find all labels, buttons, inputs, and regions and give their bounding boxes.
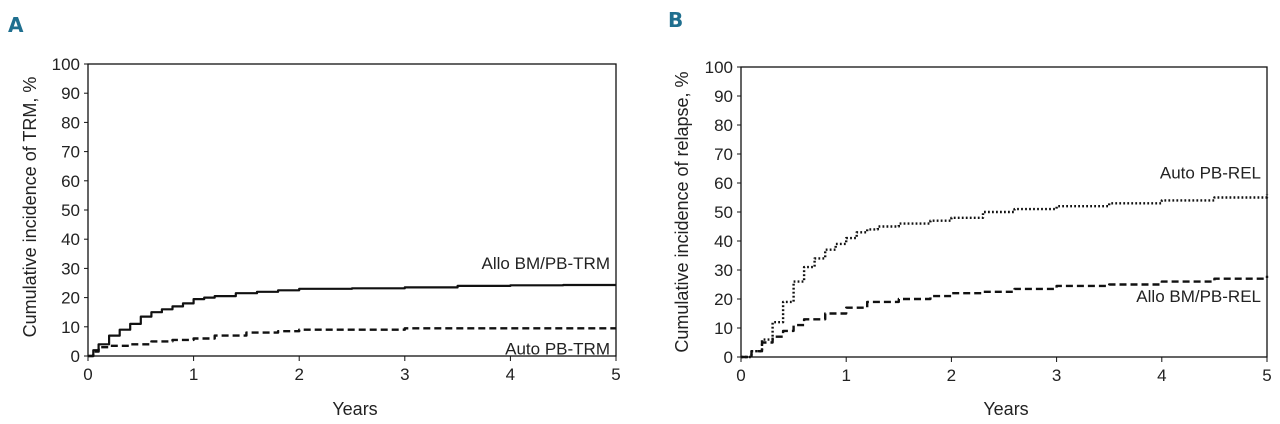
panel-b-x-tick-label: 4: [1157, 366, 1166, 385]
panel-b-y-axis-title: Cumulative incidence of relapse, %: [672, 71, 692, 352]
panel-a-y-tick-label: 50: [61, 201, 80, 220]
panel-a-y-tick-label: 80: [61, 113, 80, 132]
panel-a-series-1-line: [88, 283, 616, 358]
panel-a-x-tick-label: 2: [294, 365, 303, 384]
panel-b-series-2-label: Allo BM/PB-REL: [1136, 287, 1261, 306]
panel-b-x-tick-label: 1: [841, 366, 850, 385]
panel-b-y-tick-label: 10: [714, 319, 733, 338]
panel-b-x-tick-label: 5: [1262, 366, 1271, 385]
panel-a-y-tick-label: 40: [61, 230, 80, 249]
panel-a-letter: A: [8, 13, 24, 37]
panel-b-y-tick-label: 80: [714, 116, 733, 135]
panel-a-x-tick-label: 3: [400, 365, 409, 384]
panel-b-x-tick-label: 3: [1052, 366, 1061, 385]
panel-a-y-tick-label: 10: [61, 318, 80, 337]
panel-a-y-tick-label: 20: [61, 289, 80, 308]
panel-b-x-tick-label: 0: [736, 366, 745, 385]
panel-b-y-tick-label: 0: [724, 348, 733, 367]
panel-a-series-2-label: Auto PB-TRM: [505, 339, 610, 358]
panel-b-x-tick-label: 2: [947, 366, 956, 385]
panel-b-y-tick-label: 90: [714, 87, 733, 106]
panel-b-y-tick-label: 20: [714, 290, 733, 309]
panel-b: B Cumulative incidence of relapse, % Yea…: [668, 8, 1272, 419]
panel-b-y-tick-label: 70: [714, 145, 733, 164]
panel-a-plot-area: 0 10 20 30 40 50 60 70 80 90 100 0 1 2 3 4 5 Allo BM/PB-T…: [52, 55, 621, 384]
panel-a-series-1-label: Allo BM/PB-TRM: [482, 254, 610, 273]
panel-a-y-tick-label: 30: [61, 259, 80, 278]
panel-b-series-1-line: [741, 194, 1269, 359]
panel-a-y-tick-label: 0: [71, 347, 80, 366]
panel-b-y-tick-label: 100: [705, 58, 733, 77]
panel-b-y-tick-label: 50: [714, 203, 733, 222]
panel-b-series-2-line: [741, 275, 1269, 359]
panel-a-x-tick-label: 5: [611, 365, 620, 384]
panel-b-y-tick-label: 40: [714, 232, 733, 251]
panel-b-y-tick-label: 30: [714, 261, 733, 280]
panel-a-x-tick-label: 1: [189, 365, 198, 384]
panel-a-y-tick-label: 90: [61, 84, 80, 103]
panel-a-x-tick-label: 4: [506, 365, 515, 384]
panel-a-x-tick-label: 0: [83, 365, 92, 384]
panel-a-series-2-line: [88, 327, 616, 358]
panel-a-y-tick-label: 60: [61, 172, 80, 191]
panel-a-y-axis-title: Cumulative incidence of TRM, %: [20, 77, 40, 338]
panel-a-axes-frame: [87, 63, 617, 357]
panel-b-x-axis-title: Years: [983, 399, 1028, 419]
panel-b-plot-area: 0 10 20 30 40 50 60 70 80 90 100 0 1 2 3 4 5 Auto PB-REL A…: [705, 58, 1272, 385]
panel-a-x-axis-title: Years: [332, 399, 377, 419]
panel-a: A Cumulative incidence of TRM, % Years 0…: [8, 13, 621, 419]
panel-a-y-tick-label: 70: [61, 143, 80, 162]
panel-b-y-tick-label: 60: [714, 174, 733, 193]
panel-a-y-tick-label: 100: [52, 55, 80, 74]
panel-b-letter: B: [668, 8, 683, 32]
panel-b-series-1-label: Auto PB-REL: [1160, 164, 1261, 183]
